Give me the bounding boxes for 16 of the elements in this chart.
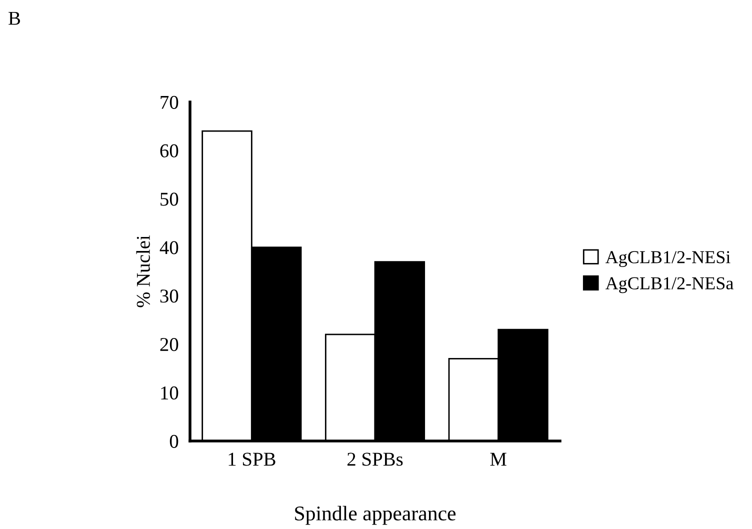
y-tick-label: 30 <box>160 290 178 303</box>
y-tick-label: 40 <box>160 241 178 254</box>
y-tick-label: 0 <box>170 434 178 448</box>
y-tick-label: 60 <box>160 144 178 158</box>
y-tick-label: 50 <box>160 192 178 206</box>
legend-label: AgCLB1/2-NESa <box>605 277 734 294</box>
y-tick-label: 10 <box>161 386 178 400</box>
x-tick-label: M <box>490 452 506 466</box>
y-axis-title: % Nuclei <box>136 235 150 308</box>
x-axis-title: Spindle appearance <box>295 506 456 525</box>
x-tick-label: 2 SPBs <box>347 452 403 466</box>
legend-label: AgCLB1/2-NESi <box>605 251 730 267</box>
text: B <box>8 12 20 25</box>
y-tick-label: 20 <box>160 338 178 352</box>
y-tick-label: 70 <box>160 96 178 109</box>
x-tick-label: 1 SPB <box>228 452 276 466</box>
